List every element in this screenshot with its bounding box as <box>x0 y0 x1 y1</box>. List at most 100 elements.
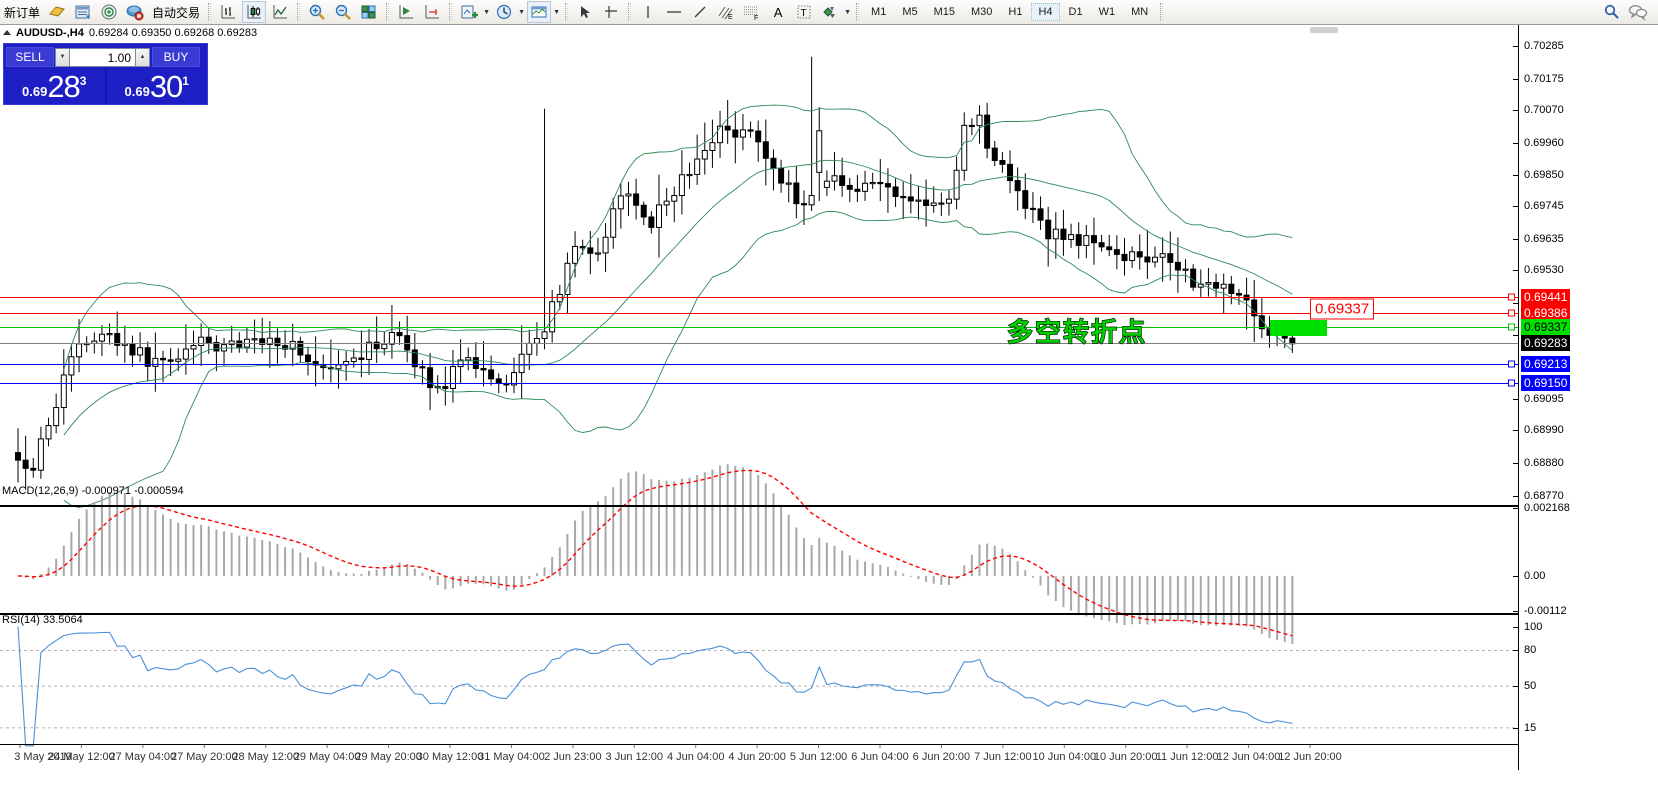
timeframe-m30[interactable]: M30 <box>971 6 993 18</box>
cursor-icon[interactable] <box>573 1 597 23</box>
autotrading-icon[interactable] <box>123 1 147 23</box>
zoom-in-icon[interactable] <box>305 1 329 23</box>
equidistant-channel-icon[interactable]: E <box>714 1 738 23</box>
price-level-tag[interactable]: 0.69386 <box>1521 304 1571 321</box>
macd-scale-tick <box>1513 575 1518 577</box>
timeframe-m1[interactable]: M1 <box>871 6 887 18</box>
vertical-line-icon[interactable] <box>636 1 660 23</box>
price-level-line[interactable] <box>0 312 1518 314</box>
macd-panel-divider <box>0 505 1518 507</box>
signals-icon[interactable] <box>97 1 121 23</box>
last-price-callout[interactable]: 0.69337 <box>1310 298 1375 320</box>
toolbar-separator <box>449 3 453 21</box>
autoscroll-icon[interactable] <box>394 1 418 23</box>
new-order-button[interactable]: 新订单 <box>4 5 41 20</box>
chart-scroll-thumb[interactable] <box>1310 27 1338 33</box>
price-scale-label: 0.69530 <box>1524 264 1564 277</box>
pivot-zone-marker[interactable] <box>1270 320 1327 336</box>
indicators-icon[interactable] <box>457 1 481 23</box>
price-level-handle[interactable] <box>1508 360 1515 368</box>
buy-button[interactable]: BUY <box>152 47 200 67</box>
window-tile-icon[interactable] <box>357 1 381 23</box>
text-label-icon[interactable]: T <box>792 1 816 23</box>
price-level-tag[interactable]: 0.69283 <box>1521 335 1571 352</box>
time-axis-label: 3 May 2019 <box>14 751 72 763</box>
time-axis-label: 27 May 04:00 <box>109 751 177 763</box>
price-level-line[interactable] <box>0 296 1518 298</box>
chat-icon[interactable] <box>1626 1 1650 23</box>
price-level-handle[interactable] <box>1508 293 1515 301</box>
timeframe-m5[interactable]: M5 <box>902 6 918 18</box>
order-book-icon[interactable] <box>45 1 69 23</box>
price-scale-tick <box>1513 175 1518 177</box>
chart-plot[interactable] <box>0 25 1518 770</box>
chart-symbol-header: AUDUSD-,H4 0.69284 0.69350 0.69268 0.692… <box>0 26 257 39</box>
rsi-scale-tick <box>1513 727 1518 729</box>
zoom-out-icon[interactable] <box>331 1 355 23</box>
sell-button[interactable]: SELL <box>6 47 54 67</box>
timeframe-mn[interactable]: MN <box>1131 6 1149 18</box>
chart-canvas-area[interactable]: 0.70285 0.70175 0.70070 0.69960 0.69850 0.697… <box>0 25 1658 812</box>
text-icon[interactable]: A <box>773 4 783 20</box>
bid-price[interactable]: 0.69 28 3 <box>4 68 107 104</box>
periods-icon[interactable] <box>492 1 516 23</box>
shapes-icon[interactable] <box>818 1 842 23</box>
shapes-dropdown-arrow[interactable]: ▼ <box>844 8 851 16</box>
time-axis-label: 31 May 04:00 <box>478 751 545 763</box>
bar-chart-icon[interactable] <box>216 1 240 23</box>
time-axis-label: 3 Jun 12:00 <box>605 751 664 763</box>
price-level-tag[interactable]: 0.69441 <box>1521 288 1571 305</box>
toolbar-separator <box>208 3 212 21</box>
templates-dropdown-arrow[interactable]: ▼ <box>553 8 560 16</box>
rsi-indicator-label[interactable]: RSI(14) 33.5064 <box>2 614 83 626</box>
one-click-trading-panel[interactable]: SELL ▼ 1.00 ▲ BUY 0.69 28 3 0.69 30 1 <box>3 43 208 105</box>
indicators-dropdown-arrow[interactable]: ▼ <box>483 8 490 16</box>
price-level-handle[interactable] <box>1508 323 1515 331</box>
macd-scale-label: 0.002168 <box>1524 502 1570 514</box>
fibonacci-retracement-icon[interactable]: F <box>740 1 764 23</box>
trendline-icon[interactable] <box>688 1 712 23</box>
volume-stepper[interactable]: ▼ 1.00 ▲ <box>55 47 150 67</box>
ask-price-prefix: 0.69 <box>124 84 150 99</box>
timeframe-m15[interactable]: M15 <box>933 6 955 18</box>
price-level-line[interactable] <box>0 343 1518 345</box>
price-scale-tick <box>1513 462 1518 464</box>
price-level-handle[interactable] <box>1508 309 1515 317</box>
search-icon[interactable] <box>1600 1 1624 23</box>
price-scale-label: 0.69745 <box>1524 200 1564 213</box>
macd-indicator-label[interactable]: MACD(12,26,9) -0.000971 -0.000594 <box>2 485 184 497</box>
price-level-line[interactable] <box>0 364 1518 366</box>
timeframe-w1[interactable]: W1 <box>1098 6 1116 18</box>
timeframe-h4[interactable]: H4 <box>1031 3 1060 21</box>
price-level-line[interactable] <box>0 382 1518 384</box>
volume-input[interactable]: 1.00 <box>70 47 135 67</box>
timeframe-d1[interactable]: D1 <box>1068 6 1083 18</box>
line-chart-icon[interactable] <box>268 1 292 23</box>
candlestick-chart-icon[interactable] <box>242 1 267 23</box>
data-window-icon[interactable] <box>71 1 95 23</box>
toolbar-separator <box>856 3 860 21</box>
chart-annotation-text[interactable]: 多空转折点 <box>1006 316 1148 347</box>
autotrading-button[interactable]: 自动交易 <box>152 5 201 20</box>
price-scale-label: 0.70070 <box>1524 104 1564 117</box>
price-level-tag[interactable]: 0.69213 <box>1521 356 1571 373</box>
chevron-up-icon[interactable]: ▲ <box>135 47 150 67</box>
price-scale-label: 0.70285 <box>1524 40 1564 53</box>
templates-icon[interactable] <box>527 1 552 23</box>
chart-collapse-icon[interactable] <box>3 30 11 35</box>
timeframe-h1[interactable]: H1 <box>1008 6 1023 18</box>
horizontal-line-icon[interactable] <box>662 1 686 23</box>
price-scale-label: 0.68880 <box>1524 456 1564 469</box>
chevron-down-icon[interactable]: ▼ <box>55 47 70 67</box>
oct-controls-row: SELL ▼ 1.00 ▲ BUY <box>4 44 207 68</box>
price-level-tag[interactable]: 0.69337 <box>1521 319 1571 336</box>
crosshair-icon[interactable] <box>599 1 623 23</box>
chart-shift-icon[interactable] <box>420 1 444 23</box>
ask-price[interactable]: 0.69 30 1 <box>107 68 208 104</box>
rsi-scale-label: 15 <box>1524 721 1537 734</box>
price-level-tag[interactable]: 0.69150 <box>1521 374 1571 391</box>
price-level-handle[interactable] <box>1508 379 1515 387</box>
price-scale-label: 0.70175 <box>1524 72 1564 85</box>
periods-dropdown-arrow[interactable]: ▼ <box>518 8 525 16</box>
price-level-line[interactable] <box>0 327 1518 329</box>
